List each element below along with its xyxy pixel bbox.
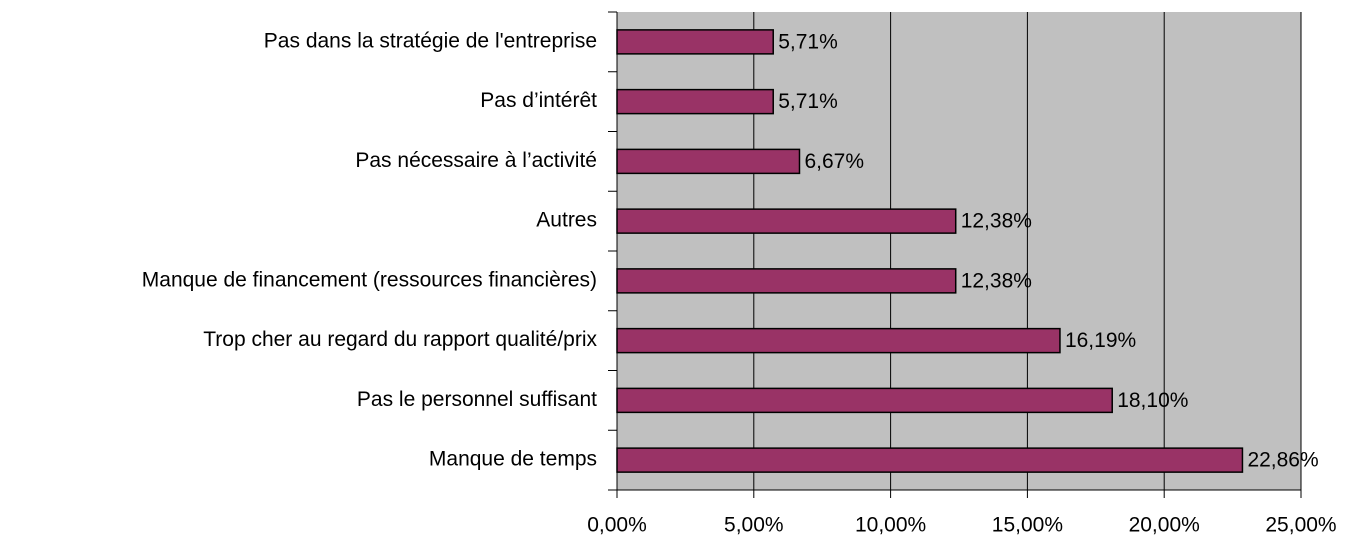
- x-tick-label: 5,00%: [724, 514, 784, 537]
- value-label: 16,19%: [1065, 329, 1136, 352]
- bar: [616, 29, 774, 55]
- x-tick-label: 25,00%: [1265, 514, 1336, 537]
- y-tick-label: Pas nécessaire à l’activité: [355, 149, 597, 172]
- value-label: 18,10%: [1117, 389, 1188, 412]
- plot-area: [617, 12, 1301, 490]
- value-label: 6,67%: [804, 150, 864, 173]
- x-tick-label: 10,00%: [855, 514, 926, 537]
- value-label: 5,71%: [778, 90, 838, 113]
- bar: [616, 268, 957, 294]
- bar: [616, 208, 957, 234]
- x-tick-label: 0,00%: [587, 514, 647, 537]
- bar: [616, 327, 1061, 354]
- x-tick-label: 15,00%: [992, 514, 1063, 537]
- y-tick-label: Manque de temps: [429, 448, 597, 471]
- y-tick-label: Pas le personnel suffisant: [357, 388, 597, 411]
- value-label: 22,86%: [1247, 449, 1318, 472]
- value-label: 5,71%: [778, 30, 838, 53]
- y-tick-label: Manque de financement (ressources financ…: [142, 268, 597, 291]
- bar: [616, 447, 1244, 473]
- y-tick-label: Pas dans la stratégie de l'entreprise: [264, 29, 597, 52]
- y-tick-label: Pas d’intérêt: [480, 89, 597, 112]
- x-tick-label: 20,00%: [1129, 514, 1200, 537]
- y-tick-label: Autres: [536, 209, 597, 232]
- value-label: 12,38%: [961, 210, 1032, 233]
- y-tick-label: Trop cher au regard du rapport qualité/p…: [203, 328, 597, 351]
- value-label: 12,38%: [961, 269, 1032, 292]
- bar: [616, 387, 1113, 414]
- bar: [616, 88, 774, 115]
- bar: [616, 148, 801, 175]
